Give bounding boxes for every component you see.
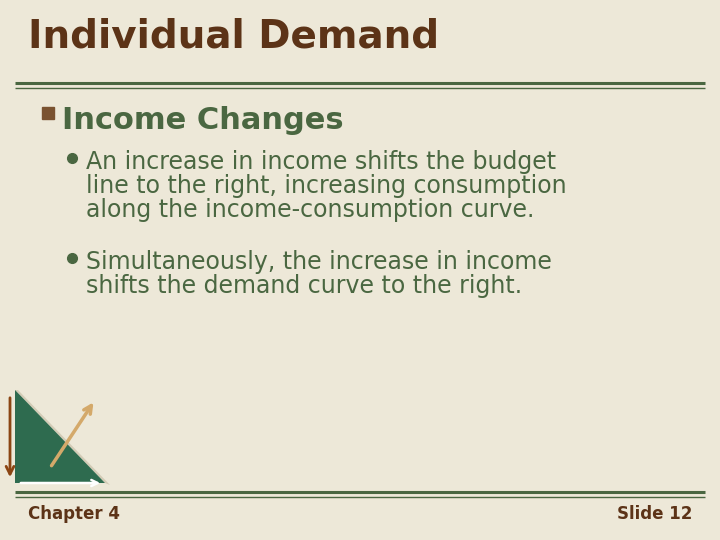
Text: An increase in income shifts the budget: An increase in income shifts the budget [86,150,556,174]
Text: line to the right, increasing consumption: line to the right, increasing consumptio… [86,174,567,198]
Text: along the income-consumption curve.: along the income-consumption curve. [86,198,534,222]
Text: Income Changes: Income Changes [62,106,343,135]
Polygon shape [15,390,110,485]
Text: Individual Demand: Individual Demand [28,18,439,56]
Text: Slide 12: Slide 12 [616,505,692,523]
Polygon shape [15,390,105,483]
Text: Simultaneously, the increase in income: Simultaneously, the increase in income [86,250,552,274]
Bar [42,107,54,119]
Text: Chapter 4: Chapter 4 [28,505,120,523]
Text: shifts the demand curve to the right.: shifts the demand curve to the right. [86,274,522,298]
